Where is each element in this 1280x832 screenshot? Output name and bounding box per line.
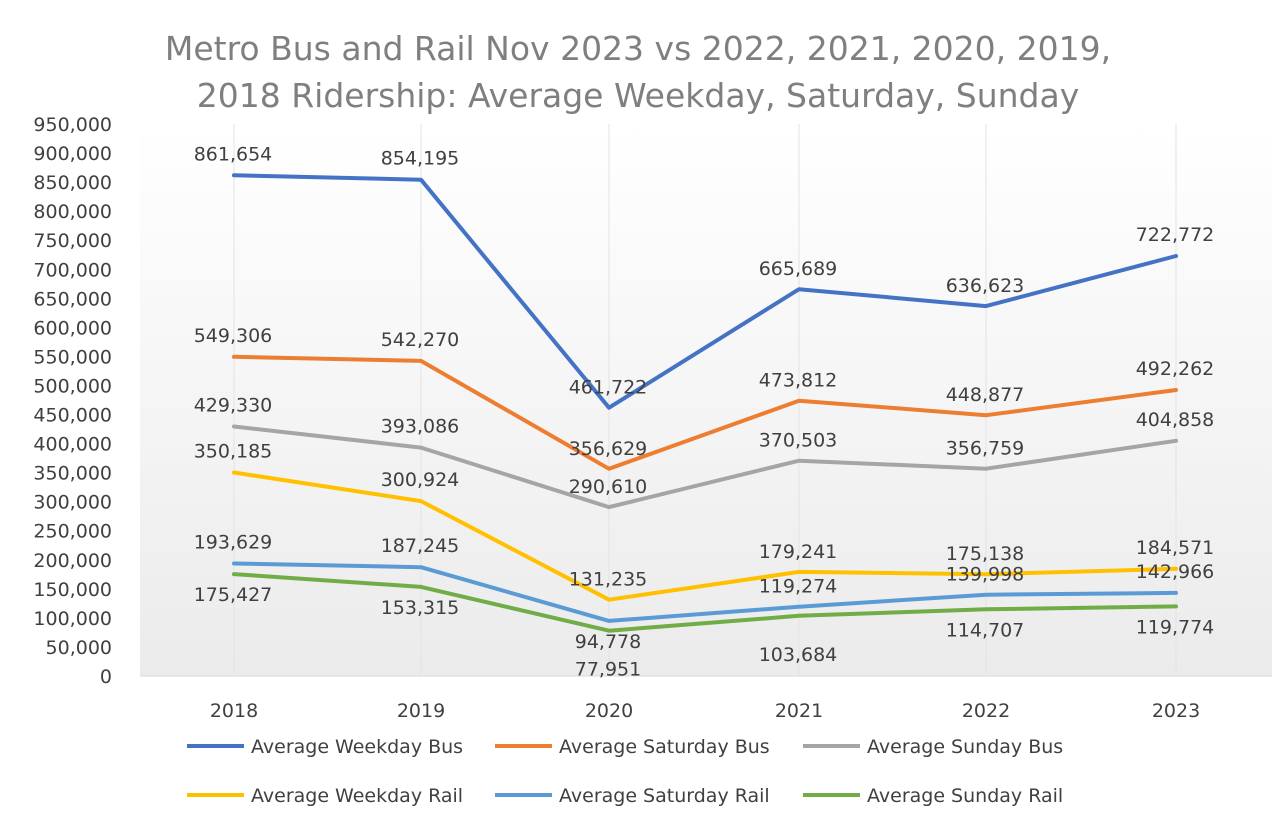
data-label: 636,623 (946, 275, 1025, 297)
x-tick-label: 2019 (397, 700, 445, 722)
data-label: 473,812 (759, 370, 838, 392)
data-label: 492,262 (1136, 358, 1215, 380)
legend-label-5: Average Saturday Rail (559, 785, 770, 807)
data-label: 861,654 (194, 143, 273, 165)
data-labels: 861,654 854,195 461,722 665,689 636,623 722,7… (194, 143, 1215, 680)
data-label: 356,759 (946, 438, 1025, 460)
data-label: 119,274 (759, 576, 838, 598)
data-label: 179,241 (759, 541, 838, 563)
x-tick-label: 2022 (962, 700, 1010, 722)
y-tick-label: 900,000 (33, 143, 112, 165)
data-label: 370,503 (759, 430, 838, 452)
y-tick-label: 100,000 (33, 608, 112, 630)
x-tick-label: 2020 (585, 700, 633, 722)
data-label: 448,877 (946, 384, 1025, 406)
data-label: 461,722 (569, 377, 648, 399)
data-label: 94,778 (575, 631, 641, 653)
legend: Average Weekday Bus Average Saturday Bus A… (187, 736, 1063, 807)
legend-label-6: Average Sunday Rail (867, 785, 1063, 807)
series-line-5 (232, 561, 1178, 623)
data-label: 393,086 (381, 416, 460, 438)
data-label: 114,707 (946, 619, 1025, 641)
series-line-1 (232, 173, 1178, 410)
y-tick-label: 850,000 (33, 172, 112, 194)
data-label: 119,774 (1136, 616, 1215, 638)
y-tick-label: 650,000 (33, 288, 112, 310)
legend-label-1: Average Weekday Bus (251, 736, 463, 758)
data-label: 175,427 (194, 584, 273, 606)
y-tick-label: 950,000 (33, 114, 112, 136)
y-tick-label: 500,000 (33, 375, 112, 397)
y-tick-label: 350,000 (33, 463, 112, 485)
data-label: 290,610 (569, 476, 648, 498)
series-line-3 (232, 424, 1178, 510)
chart-title-line-2: 2018 Ridership: Average Weekday, Saturda… (197, 76, 1079, 115)
x-tick-label: 2018 (210, 700, 258, 722)
y-tick-label: 800,000 (33, 201, 112, 223)
data-label: 404,858 (1136, 409, 1215, 431)
y-tick-label: 600,000 (33, 317, 112, 339)
x-axis-tick-labels: 2018 2019 2020 2021 2022 2023 (210, 700, 1200, 722)
legend-label-4: Average Weekday Rail (251, 785, 463, 807)
series-line-6 (232, 572, 1178, 633)
y-tick-label: 700,000 (33, 259, 112, 281)
data-label: 139,998 (946, 564, 1025, 586)
data-label: 175,138 (946, 543, 1025, 565)
y-tick-label: 200,000 (33, 550, 112, 572)
series-line-2 (232, 354, 1178, 471)
series-lines (232, 173, 1178, 633)
legend-label-2: Average Saturday Bus (559, 736, 770, 758)
y-tick-label: 450,000 (33, 405, 112, 427)
data-label: 429,330 (194, 395, 273, 417)
data-label: 300,924 (381, 469, 460, 491)
data-label: 103,684 (759, 644, 838, 666)
data-label: 131,235 (569, 569, 648, 591)
y-tick-label: 150,000 (33, 579, 112, 601)
y-tick-label: 300,000 (33, 492, 112, 514)
legend-label-3: Average Sunday Bus (867, 736, 1063, 758)
data-label: 356,629 (569, 438, 648, 460)
y-axis-tick-labels: 0 50,000 100,000 150,000 200,000 250,000 300,0… (33, 114, 112, 688)
y-tick-label: 750,000 (33, 230, 112, 252)
x-tick-label: 2021 (775, 700, 823, 722)
y-tick-label: 250,000 (33, 521, 112, 543)
y-tick-label: 550,000 (33, 346, 112, 368)
data-label: 549,306 (194, 325, 273, 347)
data-label: 142,966 (1136, 561, 1215, 583)
data-label: 542,270 (381, 329, 460, 351)
data-label: 77,951 (575, 659, 641, 681)
data-label: 153,315 (381, 597, 460, 619)
series-line-4 (232, 470, 1178, 602)
x-tick-label: 2023 (1152, 700, 1200, 722)
data-label: 350,185 (194, 441, 273, 463)
data-label: 854,195 (381, 148, 460, 170)
data-label: 184,571 (1136, 537, 1215, 559)
data-label: 722,772 (1136, 224, 1215, 246)
data-label: 193,629 (194, 531, 273, 553)
y-tick-label: 400,000 (33, 434, 112, 456)
data-label: 187,245 (381, 535, 460, 557)
chart-title-line-1: Metro Bus and Rail Nov 2023 vs 2022, 202… (165, 29, 1111, 68)
grid-lines (140, 124, 1272, 677)
data-label: 665,689 (759, 258, 838, 280)
y-tick-label: 0 (100, 666, 112, 688)
y-tick-label: 50,000 (46, 637, 112, 659)
